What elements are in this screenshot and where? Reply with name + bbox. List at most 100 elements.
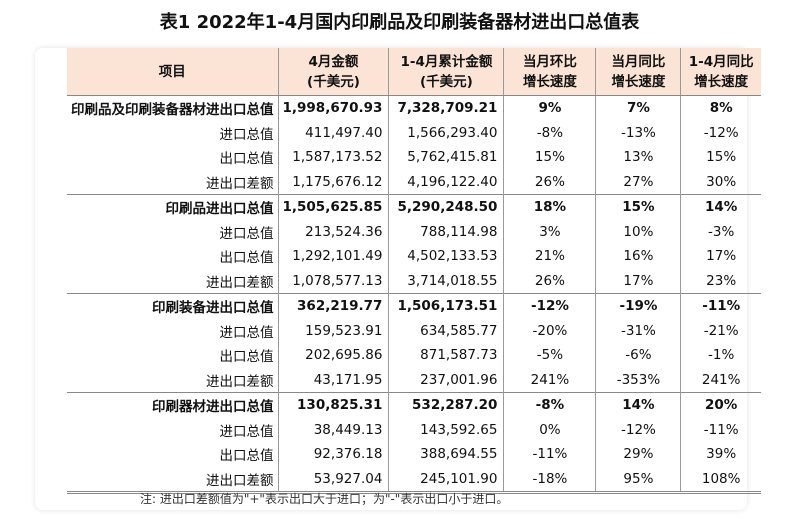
table-cell: 30% <box>706 173 737 190</box>
table-cell: 29% <box>595 442 682 467</box>
table-cell: 7,328,709.21 <box>388 95 505 121</box>
table-cell: -11% <box>703 421 739 438</box>
column-header: 项目 <box>67 48 279 96</box>
table-cell: 0% <box>503 417 597 442</box>
row-label: 进出口差额 <box>67 466 279 494</box>
row-label: 进口总值 <box>67 318 279 343</box>
table-cell: 108% <box>680 466 761 494</box>
row-label: 进口总值 <box>67 120 279 145</box>
table-cell: 17% <box>706 248 737 265</box>
table-cell: 15% <box>706 149 737 166</box>
table-cell: 20% <box>680 392 761 418</box>
table-row: 进出口差额 1,078,577.13 3,714,018.55 26% 17% 23% <box>67 268 761 294</box>
row-label: 进出口差额 <box>67 169 279 195</box>
row-label: 进口总值 <box>67 417 279 442</box>
column-header: 当月环比 增长速度 <box>503 48 597 96</box>
table-cell: 39% <box>706 446 737 463</box>
table-cell: 245,101.90 <box>388 466 505 494</box>
table-cell: 1,566,293.40 <box>388 120 505 145</box>
table-row: 进口总值 38,449.13 143,592.65 0% -12% -11% <box>67 417 761 442</box>
table-cell: 213,524.36 <box>278 219 390 244</box>
footnote: 注: 进出口差额值为"+"表示出口大于进口；为"-"表示出口小于进口。 <box>140 492 509 506</box>
table-row: 出口总值 202,695.86 871,587.73 -5% -6% -1% <box>67 343 761 368</box>
table-cell: 1,998,670.93 <box>278 95 390 121</box>
table-cell: 159,523.91 <box>278 318 390 343</box>
table-cell: -11% <box>503 442 597 467</box>
row-label: 进出口差额 <box>67 268 279 294</box>
table-cell: 23% <box>706 272 737 289</box>
table-cell: 362,219.77 <box>278 293 390 319</box>
row-label: 出口总值 <box>67 343 279 368</box>
table-cell: 130,825.31 <box>278 392 390 418</box>
table-cell: 26% <box>503 169 597 195</box>
table-cell: 21% <box>503 244 597 269</box>
table-cell: 4,502,133.53 <box>388 244 505 269</box>
table-cell: -31% <box>595 318 682 343</box>
table-cell: -13% <box>595 120 682 145</box>
table-cell: 532,287.20 <box>388 392 505 418</box>
table-row: 出口总值 1,292,101.49 4,502,133.53 21% 16% 17% <box>67 244 761 269</box>
table-cell: 241% <box>503 367 597 393</box>
table-cell: 15% <box>503 145 597 170</box>
table-cell: 14% <box>595 392 682 418</box>
row-label: 印刷品及印刷装备器材进出口总值 <box>67 95 279 121</box>
table-cell: -6% <box>595 343 682 368</box>
table-row: 印刷品及印刷装备器材进出口总值 1,998,670.93 7,328,709.21 9… <box>67 95 761 121</box>
table-cell: -12% <box>703 124 739 141</box>
table-cell: 3,714,018.55 <box>388 268 505 294</box>
table-cell: -1% <box>708 347 735 364</box>
table-row: 进口总值 411,497.40 1,566,293.40 -8% -13% -12% <box>67 120 761 145</box>
table-cell: 17% <box>595 268 682 294</box>
table-cell: -5% <box>503 343 597 368</box>
table-cell: 241% <box>701 371 741 388</box>
table-row: 出口总值 92,376.18 388,694.55 -11% 29% 39% <box>67 442 761 467</box>
header-row: 项目 4月金额 (千美元) 1-4月累计金额 (千美元) 当月环比 增长速度 当月同比 增长速度… <box>67 48 761 96</box>
column-header: 1-4月累计金额 (千美元) <box>388 48 505 96</box>
row-label: 出口总值 <box>67 442 279 467</box>
table-row: 进口总值 213,524.36 788,114.98 3% 10% -3% <box>67 219 761 244</box>
table-cell: 14% <box>680 194 761 220</box>
table-cell: 3% <box>503 219 597 244</box>
table-cell: 15% <box>595 194 682 220</box>
table-cell: 43,171.95 <box>278 367 390 393</box>
table-cell: 1,505,625.85 <box>278 194 390 220</box>
table-cell: -3% <box>708 223 735 240</box>
table-cell: 871,587.73 <box>388 343 505 368</box>
table-row: 印刷装备进出口总值 362,219.77 1,506,173.51 -12% -19% -… <box>67 293 761 319</box>
table-cell: 53,927.04 <box>278 466 390 494</box>
row-label: 出口总值 <box>67 244 279 269</box>
table-row: 进口总值 159,523.91 634,585.77 -20% -31% -21% <box>67 318 761 343</box>
table-cell: 1,175,676.12 <box>278 169 390 195</box>
column-header: 4月金额 (千美元) <box>278 48 390 96</box>
table-cell: 143,592.65 <box>388 417 505 442</box>
table-cell: 5,290,248.50 <box>388 194 505 220</box>
table-row: 印刷器材进出口总值 130,825.31 532,287.20 -8% 14% 20% <box>67 392 761 418</box>
table-cell: -12% <box>595 417 682 442</box>
table-cell: -18% <box>503 466 597 494</box>
trade-table: 项目 4月金额 (千美元) 1-4月累计金额 (千美元) 当月环比 增长速度 当月同比 增长速度… <box>67 48 761 494</box>
table-cell: -353% <box>595 367 682 393</box>
table-cell: 411,497.40 <box>278 120 390 145</box>
table-cell: -12% <box>503 293 597 319</box>
row-label: 进出口差额 <box>67 367 279 393</box>
table-cell: 26% <box>503 268 597 294</box>
table-title: 表1 2022年1-4月国内印刷品及印刷装备器材进出口总值表 <box>159 12 640 33</box>
row-label: 印刷器材进出口总值 <box>67 392 279 418</box>
table-cell: -21% <box>703 322 739 339</box>
table-cell: 1,292,101.49 <box>278 244 390 269</box>
table-cell: 1,587,173.52 <box>278 145 390 170</box>
table-row: 进出口差额 43,171.95 237,001.96 241% -353% 241% <box>67 367 761 393</box>
column-header: 1-4月同比 增长速度 <box>680 48 761 96</box>
table-cell: 16% <box>595 244 682 269</box>
table-cell: 13% <box>595 145 682 170</box>
table-cell: -8% <box>503 120 597 145</box>
table-cell: 4,196,122.40 <box>388 169 505 195</box>
table-cell: 95% <box>595 466 682 494</box>
table-row: 出口总值 1,587,173.52 5,762,415.81 15% 13% 15% <box>67 145 761 170</box>
table-cell: 634,585.77 <box>388 318 505 343</box>
table-cell: 8% <box>709 100 733 117</box>
row-label: 出口总值 <box>67 145 279 170</box>
table-cell: 202,695.86 <box>278 343 390 368</box>
table-cell: 5,762,415.81 <box>388 145 505 170</box>
table-cell: 38,449.13 <box>278 417 390 442</box>
